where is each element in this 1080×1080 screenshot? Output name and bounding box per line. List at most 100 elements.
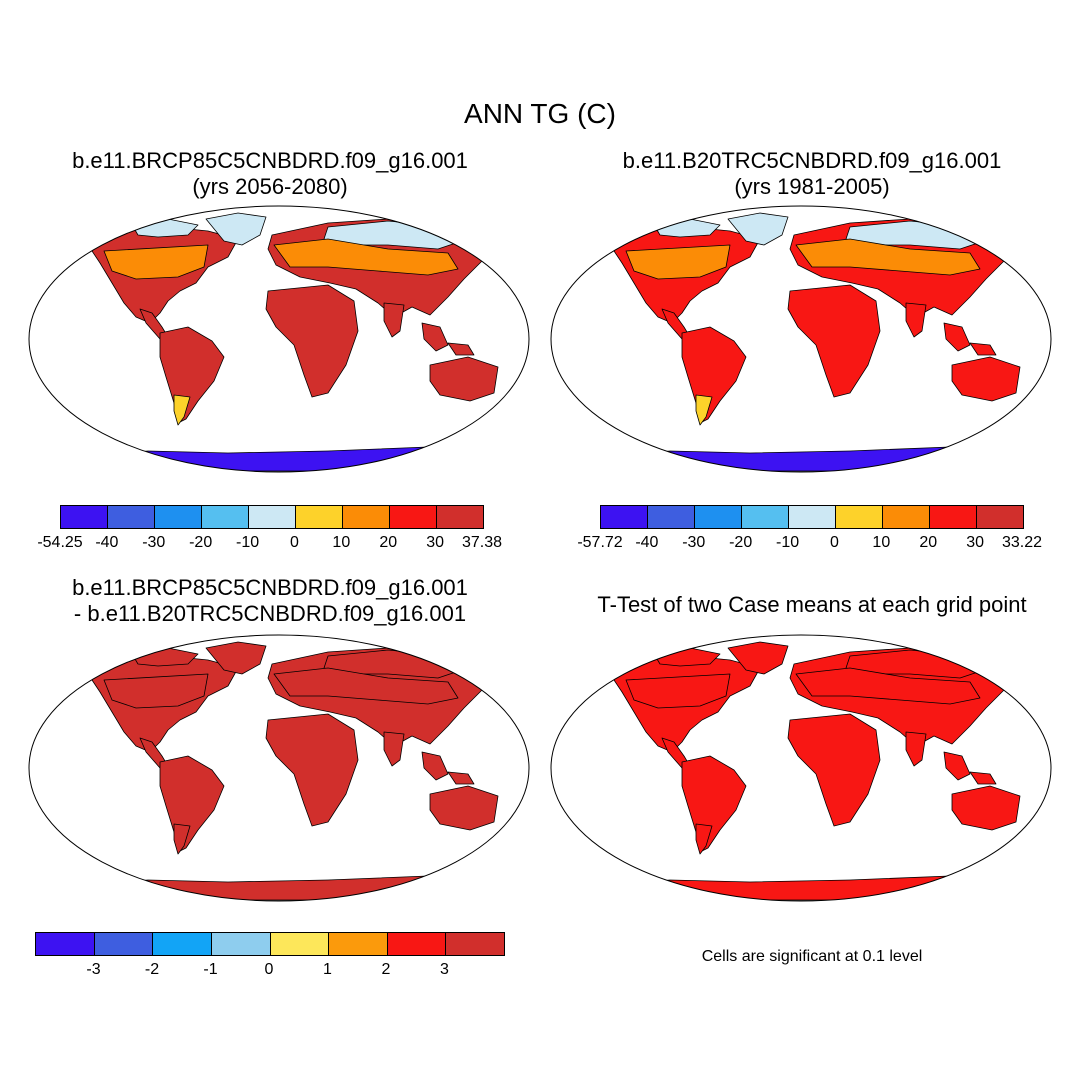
control-usa-temperate-band	[625, 244, 731, 280]
case-southeast-asia-islands	[421, 322, 475, 356]
diff-colorbar	[35, 932, 505, 956]
ttest-india-peninsula	[905, 731, 927, 767]
case-colorbar-cell-7	[390, 506, 437, 528]
ttest-australia-continent	[951, 785, 1021, 831]
control-africa-continent	[787, 284, 881, 398]
control-colorbar-cell-8	[977, 506, 1023, 528]
case-australia-continent	[429, 356, 499, 402]
case-usa-temperate-band	[103, 244, 209, 280]
diff-panel-title: b.e11.BRCP85C5CNBDRD.f09_g16.001 - b.e11…	[20, 575, 520, 627]
control-greenland-landmass	[727, 212, 789, 246]
ttest-africa-continent	[787, 713, 881, 827]
diff-colorbar-cell-7	[446, 933, 504, 955]
case-title-line2: (yrs 2056-2080)	[192, 174, 348, 199]
control-map-land-group	[551, 206, 1051, 472]
control-map-boundary	[550, 205, 1052, 473]
case-colorbar-label-1: -40	[95, 534, 119, 551]
control-colorbar-cell-0	[601, 506, 648, 528]
diff-india-peninsula	[383, 731, 405, 767]
case-colorbar-label-6: 10	[332, 534, 351, 551]
diff-title-line1: b.e11.BRCP85C5CNBDRD.f09_g16.001	[72, 575, 468, 600]
control-australia-continent	[951, 356, 1021, 402]
diff-greenland-landmass	[205, 641, 267, 675]
ttest-greenland-landmass	[727, 641, 789, 675]
case-title-line1: b.e11.BRCP85C5CNBDRD.f09_g16.001	[72, 148, 468, 173]
diff-colorbar-cell-4	[270, 933, 330, 955]
case-colorbar-label-0: -54.25	[37, 534, 83, 551]
diff-colorbar-cell-6	[387, 933, 447, 955]
case-europe-temperate-band	[273, 238, 459, 276]
case-patagonia-region	[173, 394, 191, 426]
case-colorbar-cell-0	[61, 506, 108, 528]
diff-colorbar-label-1: -2	[144, 961, 160, 978]
case-colorbar-label-7: 20	[379, 534, 398, 551]
diff-map	[28, 634, 530, 902]
case-map-boundary	[28, 205, 530, 473]
diff-africa-continent	[265, 713, 359, 827]
diff-title-line2: - b.e11.B20TRC5CNBDRD.f09_g16.001	[73, 601, 467, 626]
diff-colorbar-label-6: 3	[440, 961, 449, 978]
control-panel-title: b.e11.B20TRC5CNBDRD.f09_g16.001 (yrs 198…	[562, 148, 1062, 200]
control-colorbar-label-7: 20	[919, 534, 938, 551]
case-colorbar-label-5: 0	[289, 534, 299, 551]
diff-usa-temperate-band	[103, 673, 209, 709]
diff-map-boundary	[28, 634, 530, 902]
diff-colorbar-cell-3	[211, 933, 271, 955]
case-colorbar-label-4: -10	[235, 534, 260, 551]
figure-title: ANN TG (C)	[464, 98, 616, 129]
case-colorbar-label-9: 37.38	[461, 534, 503, 551]
control-colorbar-label-0: -57.72	[577, 534, 623, 551]
control-colorbar-label-5: 0	[829, 534, 839, 551]
control-new-zealand-islands	[1023, 396, 1033, 416]
case-india-peninsula	[383, 302, 405, 338]
case-colorbar-cell-6	[343, 506, 390, 528]
control-colorbar	[600, 505, 1024, 529]
case-colorbar-label-3: -20	[189, 534, 213, 551]
control-patagonia-region	[695, 394, 713, 426]
case-colorbar-cell-5	[296, 506, 343, 528]
control-colorbar-cell-4	[789, 506, 836, 528]
control-colorbar-cell-1	[648, 506, 695, 528]
control-southeast-asia-islands	[943, 322, 997, 356]
control-colorbar-label-3: -20	[729, 534, 753, 551]
control-colorbar-label-9: 33.22	[1001, 534, 1043, 551]
ttest-southeast-asia-islands	[943, 751, 997, 785]
ttest-patagonia-region	[695, 823, 713, 855]
control-colorbar-label-4: -10	[775, 534, 800, 551]
significance-note: Cells are significant at 0.1 level	[701, 948, 923, 965]
control-colorbar-label-8: 30	[966, 534, 985, 551]
case-map-land-group	[29, 206, 529, 472]
diff-colorbar-cell-5	[329, 933, 388, 955]
diff-australia-continent	[429, 785, 499, 831]
case-colorbar-cell-3	[202, 506, 249, 528]
diff-colorbar-cell-0	[36, 933, 95, 955]
case-colorbar-cell-1	[108, 506, 155, 528]
control-map	[550, 205, 1052, 473]
diff-colorbar-label-5: 2	[381, 961, 391, 978]
control-title-line1: b.e11.B20TRC5CNBDRD.f09_g16.001	[622, 148, 1002, 173]
ttest-map	[550, 634, 1052, 902]
control-europe-temperate-band	[795, 238, 981, 276]
case-colorbar-label-2: -30	[142, 534, 166, 551]
ttest-panel-title: T-Test of two Case means at each grid po…	[597, 592, 1027, 617]
case-colorbar-label-8: 30	[426, 534, 445, 551]
diff-europe-temperate-band	[273, 667, 459, 705]
case-greenland-landmass	[205, 212, 267, 246]
diff-patagonia-region	[173, 823, 191, 855]
case-colorbar	[60, 505, 484, 529]
diff-colorbar-label-4: 1	[323, 961, 332, 978]
diff-colorbar-label-3: 0	[264, 961, 274, 978]
ttest-europe-temperate-band	[795, 667, 981, 705]
diff-colorbar-cell-2	[153, 933, 212, 955]
case-map	[28, 205, 530, 473]
ttest-new-zealand-islands	[1023, 825, 1033, 845]
control-colorbar-cell-2	[695, 506, 742, 528]
diff-new-zealand-islands	[501, 825, 511, 845]
case-colorbar-cell-4	[249, 506, 296, 528]
control-colorbar-label-2: -30	[682, 534, 706, 551]
diff-colorbar-label-0: -3	[86, 961, 101, 978]
control-india-peninsula	[905, 302, 927, 338]
ttest-usa-temperate-band	[625, 673, 731, 709]
diff-colorbar-label-2: -1	[203, 961, 218, 978]
ttest-map-boundary	[550, 634, 1052, 902]
